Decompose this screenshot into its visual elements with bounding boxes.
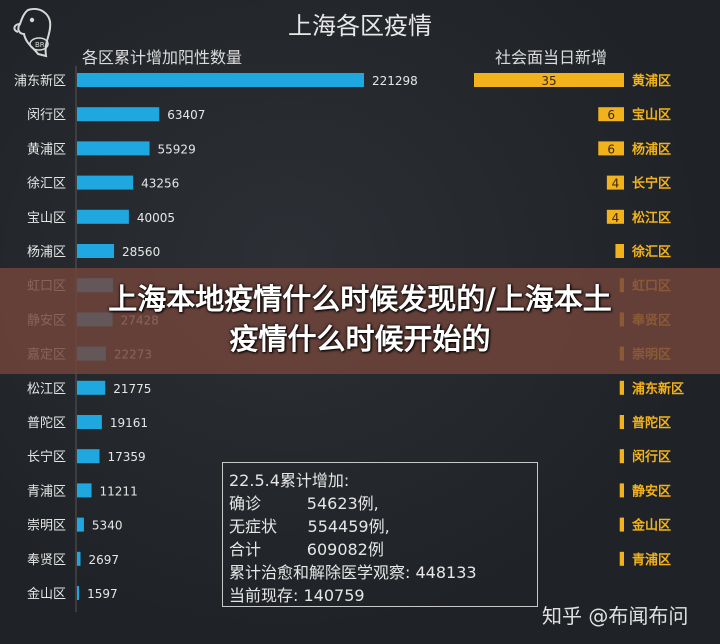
right-bar [619, 415, 624, 429]
left-bar [77, 380, 106, 395]
left-value-label: 63407 [167, 108, 205, 122]
right-category-label: 静安区 [632, 483, 671, 499]
left-category-label: 普陀区 [27, 415, 66, 431]
right-category-label: 金山区 [631, 518, 671, 534]
left-category-label: 浦东新区 [14, 73, 66, 89]
right-category-label: 杨浦区 [632, 141, 671, 157]
right-subtitle: 社会面当日新增 [495, 48, 608, 67]
note-line: 无症状 554459例, [229, 517, 390, 536]
left-bar [77, 107, 160, 122]
left-category-label: 奉贤区 [27, 553, 66, 568]
left-bar [77, 244, 115, 258]
left-bar [77, 73, 364, 87]
right-category-label: 浦东新区 [632, 381, 684, 397]
left-bar [77, 175, 134, 190]
right-value-label: 4 [612, 211, 620, 225]
right-category-label: 闵行区 [632, 449, 671, 465]
left-category-label: 崇明区 [27, 519, 66, 534]
summary-note-box: 22.5.4累计增加: 确诊 54623例, 无症状 554459例, 合计 6… [222, 462, 538, 607]
right-bar [619, 517, 624, 532]
parrot-logo-icon: BR [8, 4, 64, 64]
right-bar [619, 380, 624, 395]
left-bar [77, 517, 84, 532]
left-category-label: 松江区 [27, 382, 66, 397]
left-category-label: 杨浦区 [27, 245, 66, 260]
left-value-label: 19161 [110, 416, 148, 430]
right-bar [619, 551, 624, 566]
logo-text: BR [35, 41, 45, 49]
left-value-label: 11211 [100, 484, 138, 498]
overlay-title-line-1: 上海本地疫情什么时候发现的/上海本土 [108, 282, 612, 316]
right-bar [619, 449, 624, 464]
right-value-label: 4 [612, 177, 620, 191]
left-bar [77, 449, 100, 464]
left-category-label: 闵行区 [27, 108, 66, 123]
left-value-label: 5340 [92, 519, 123, 533]
left-bar [77, 551, 81, 566]
left-value-label: 28560 [122, 245, 160, 259]
left-value-label: 43256 [141, 177, 179, 191]
left-bar [77, 209, 129, 224]
left-category-label: 青浦区 [27, 484, 66, 499]
left-subtitle: 各区累计增加阳性数量 [82, 48, 243, 67]
right-value-label: 35 [541, 74, 556, 88]
right-bar [598, 107, 624, 122]
note-line: 22.5.4累计增加: [229, 471, 350, 490]
note-line: 累计治愈和解除医学观察: 448133 [229, 563, 477, 582]
chart-title: 上海各区疫情 [288, 12, 432, 40]
overlay-title: 上海本地疫情什么时候发现的/上海本土 疫情什么时候开始的 [0, 279, 720, 359]
right-value-label: 6 [607, 108, 615, 122]
left-bar [77, 483, 92, 498]
right-bar [615, 244, 624, 258]
right-category-label: 长宁区 [632, 176, 671, 192]
note-line: 合计 609082例 [229, 540, 384, 559]
left-category-label: 黄浦区 [27, 142, 66, 157]
left-value-label: 21775 [113, 382, 151, 396]
right-bar [619, 483, 624, 498]
right-bar [474, 73, 624, 87]
overlay-title-line-2: 疫情什么时候开始的 [229, 322, 491, 356]
note-line: 确诊 54623例, [229, 494, 379, 513]
left-bar [77, 586, 80, 600]
left-bar [77, 141, 150, 156]
left-value-label: 40005 [137, 211, 175, 225]
right-value-label: 6 [607, 142, 615, 156]
left-value-label: 55929 [158, 142, 196, 156]
left-value-label: 1597 [87, 587, 118, 601]
left-category-label: 长宁区 [27, 449, 66, 465]
title-overlay-band [0, 268, 720, 374]
note-line: 当前现存: 140759 [229, 586, 365, 605]
left-value-label: 17359 [108, 450, 146, 464]
right-category-label: 普陀区 [632, 415, 671, 431]
left-value-label: 221298 [372, 74, 418, 88]
right-category-label: 松江区 [632, 210, 671, 226]
watermark: 知乎 @布闻布问 [542, 604, 689, 628]
right-bar [606, 175, 624, 190]
right-bar [606, 209, 624, 224]
right-category-label: 青浦区 [632, 552, 671, 568]
right-category-label: 徐汇区 [631, 244, 671, 260]
left-category-label: 金山区 [27, 586, 66, 602]
left-category-label: 徐汇区 [27, 177, 66, 192]
left-bar [77, 415, 102, 429]
left-value-label: 2697 [88, 553, 119, 567]
right-category-label: 黄浦区 [632, 73, 671, 89]
right-bar [598, 141, 624, 156]
left-category-label: 宝山区 [27, 211, 66, 226]
right-category-label: 宝山区 [632, 107, 671, 123]
